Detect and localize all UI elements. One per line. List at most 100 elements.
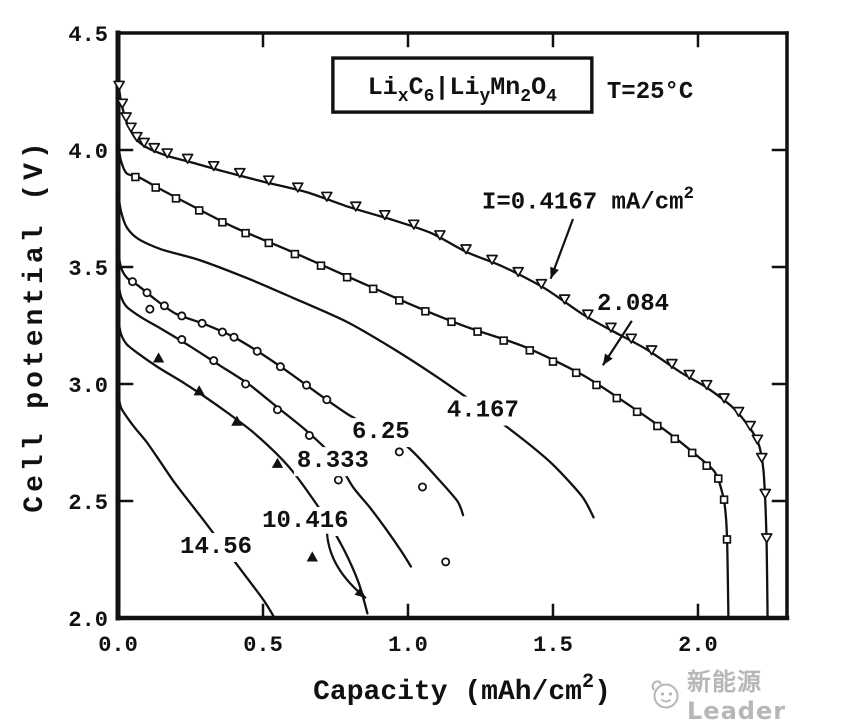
marker-2.084 [499, 336, 508, 345]
marker-2.084 [131, 172, 140, 182]
marker-I=0.4167 mA/cm2 [605, 322, 617, 333]
marker-I=0.4167 mA/cm2 [751, 434, 764, 445]
marker-I=0.4167 mA/cm2 [291, 182, 304, 193]
marker-I=0.4167 mA/cm2 [161, 148, 174, 159]
marker-I=0.4167 mA/cm2 [262, 175, 275, 186]
label-8.333-bg [293, 447, 372, 477]
marker-10.416 [193, 385, 205, 396]
marker-2.084 [171, 194, 181, 203]
marker-8.333 [333, 475, 343, 485]
marker-2.084 [395, 296, 404, 305]
marker-I=0.4167 mA/cm2 [349, 201, 362, 212]
curve-4.167 [116, 190, 595, 519]
marker-I=0.4167 mA/cm2 [718, 393, 730, 404]
marker-2.084 [714, 474, 723, 483]
marker-2.084 [525, 346, 535, 355]
x-axis-title: Capacity (mAh/cm2) [313, 671, 611, 708]
y-tick-label-0: 2.0 [68, 608, 108, 633]
marker-I=0.4167 mA/cm2 [535, 278, 548, 290]
marker-I=0.4167 mA/cm2 [378, 209, 391, 221]
marker-I=0.4167 mA/cm2 [130, 131, 143, 143]
marker-I=0.4167 mA/cm2 [666, 358, 678, 370]
marker-I=0.4167 mA/cm2 [113, 80, 126, 91]
marker-2.084 [702, 461, 711, 470]
marker-I=0.4167 mA/cm2 [434, 230, 446, 241]
marker-2.084 [218, 218, 227, 227]
label-2.084: 2.084 [597, 291, 669, 318]
label-2.084-bg [594, 290, 673, 320]
marker-I=0.4167 mA/cm2 [558, 294, 571, 305]
marker-2.084 [264, 238, 274, 248]
label-14.56-bg [177, 532, 256, 562]
marker-I=0.4167 mA/cm2 [320, 191, 333, 202]
marker-6.25 [301, 380, 311, 390]
marker-2.084 [670, 434, 680, 444]
marker-2.084 [316, 261, 326, 270]
marker-2.084 [632, 407, 642, 417]
marker-2.084 [151, 183, 160, 192]
marker-I=0.4167 mA/cm2 [125, 122, 137, 133]
marker-10.416 [271, 457, 284, 468]
label-0.4167-bg [478, 184, 697, 218]
marker-10.416 [306, 551, 318, 562]
marker-2.084 [473, 327, 482, 336]
marker-I=0.4167 mA/cm2 [625, 333, 638, 344]
marker-2.084 [571, 368, 581, 378]
marker-8.333 [177, 335, 187, 345]
marker-8.333 [241, 379, 251, 389]
label-4.167: 4.167 [447, 398, 519, 425]
marker-I=0.4167 mA/cm2 [148, 142, 161, 154]
marker-2.084 [719, 495, 729, 504]
marker-6.25 [252, 346, 262, 356]
label-10.416-arrow-head [354, 587, 366, 599]
marker-I=0.4167 mA/cm2 [744, 420, 757, 432]
temperature-label: T=25°C [607, 79, 693, 106]
marker-2.084 [548, 357, 558, 366]
marker-6.25 [229, 332, 239, 342]
marker-I=0.4167 mA/cm2 [759, 488, 772, 499]
watermark-text: 新能源Leader [687, 668, 787, 725]
label-0.4167-arrow-head [550, 266, 559, 279]
marker-6.25 [127, 277, 137, 287]
marker-I=0.4167 mA/cm2 [407, 219, 420, 230]
marker-I=0.4167 mA/cm2 [760, 533, 773, 544]
x-tick-label-4: 2.0 [678, 633, 718, 658]
marker-6.25 [417, 482, 427, 492]
cell-chemistry-label: LixC6|LiyMn2O4 [368, 73, 557, 107]
label-2.084-arrow-head [602, 353, 613, 366]
marker-6.25 [197, 318, 207, 328]
label-6.25-bg [349, 418, 413, 448]
marker-I=0.4167 mA/cm2 [120, 112, 132, 123]
marker-2.084 [194, 206, 204, 215]
marker-8.333 [304, 430, 314, 440]
watermark-logo-icon [651, 679, 679, 708]
label-8.333: 8.333 [297, 448, 369, 475]
marker-8.333 [272, 405, 282, 415]
x-tick-label-3: 1.5 [533, 633, 573, 658]
marker-I=0.4167 mA/cm2 [233, 167, 246, 179]
marker-6.25 [142, 288, 152, 298]
marker-10.416 [152, 352, 165, 363]
y-axis-title: Cell potential (V) [20, 138, 51, 512]
marker-I=0.4167 mA/cm2 [460, 244, 472, 255]
marker-2.084 [421, 307, 430, 316]
marker-6.25 [322, 395, 332, 405]
marker-I=0.4167 mA/cm2 [207, 160, 220, 172]
marker-2.084 [612, 393, 622, 403]
watermark: 新能源Leader [648, 662, 856, 725]
marker-8.333 [209, 356, 219, 366]
marker-2.084 [722, 535, 732, 544]
label-0.4167: I=0.4167 mA/cm2 [482, 185, 694, 216]
label-14.56: 14.56 [180, 534, 252, 561]
label-6.25: 6.25 [352, 419, 410, 446]
curve-14.56 [116, 392, 276, 620]
marker-I=0.4167 mA/cm2 [486, 254, 498, 265]
x-tick-label-2: 1.0 [388, 633, 428, 658]
cell-chemistry-box [331, 56, 594, 114]
x-tick-label-0: 0.0 [98, 633, 138, 658]
marker-6.25 [394, 447, 404, 457]
y-tick-label-3: 3.5 [68, 257, 108, 282]
marker-I=0.4167 mA/cm2 [138, 137, 150, 148]
